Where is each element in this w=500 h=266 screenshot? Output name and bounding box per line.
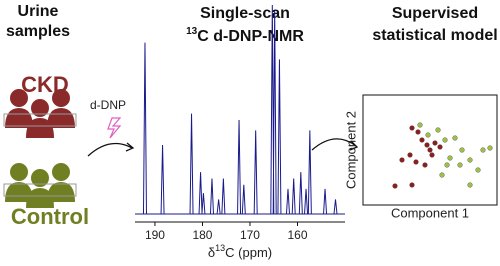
scatter-point bbox=[437, 144, 443, 150]
peak bbox=[272, 11, 277, 215]
scatter-point bbox=[442, 137, 448, 143]
scatter-point bbox=[457, 162, 463, 168]
scatter-xlabel: Component 1 bbox=[391, 205, 469, 220]
scatter-point bbox=[452, 135, 458, 141]
scatter-point bbox=[427, 147, 433, 153]
heading: statistical model bbox=[372, 27, 497, 44]
heading: Urine bbox=[18, 3, 59, 20]
arrow bbox=[87, 142, 133, 157]
peak bbox=[285, 188, 290, 215]
group-label: CKD bbox=[21, 72, 69, 97]
scatter-ylabel: Component 2 bbox=[343, 111, 358, 189]
peak bbox=[201, 193, 206, 215]
peak bbox=[298, 172, 303, 215]
peak bbox=[198, 172, 203, 215]
heading: samples bbox=[6, 23, 70, 40]
peak bbox=[304, 188, 309, 215]
scatter-point bbox=[480, 147, 486, 153]
peak bbox=[323, 188, 328, 215]
scatter-point bbox=[424, 142, 430, 148]
peak bbox=[277, 59, 282, 215]
scatter-point bbox=[413, 159, 419, 165]
heading: Single-scan bbox=[200, 5, 290, 22]
group-label: Control bbox=[11, 204, 89, 229]
scatter-point bbox=[399, 157, 405, 163]
scatter-point bbox=[415, 129, 421, 135]
scatter-point bbox=[422, 162, 428, 168]
scatter-point bbox=[417, 122, 423, 128]
peak bbox=[291, 178, 296, 215]
heading: Supervised bbox=[392, 5, 478, 22]
scatter-point bbox=[435, 127, 441, 133]
peak bbox=[216, 199, 221, 215]
x-tick-label: 180 bbox=[192, 228, 212, 242]
spectrum-xlabel: δ13C (ppm) bbox=[208, 243, 272, 260]
peak bbox=[160, 145, 165, 215]
peak bbox=[333, 199, 338, 215]
scatter-point bbox=[409, 125, 415, 131]
scatter-point bbox=[459, 147, 465, 153]
scatter-point bbox=[467, 157, 473, 163]
x-tick-label: 170 bbox=[240, 228, 260, 242]
scatter-point bbox=[429, 152, 435, 158]
scatter-point bbox=[475, 167, 481, 173]
arrowhead bbox=[349, 140, 359, 151]
peak bbox=[209, 178, 214, 215]
step-label: d-DNP bbox=[90, 98, 126, 112]
scatter-point bbox=[409, 182, 415, 188]
peak bbox=[237, 119, 242, 215]
scatter-frame bbox=[362, 94, 498, 206]
bench bbox=[3, 113, 77, 127]
scatter-point bbox=[487, 145, 493, 151]
label-text: δ bbox=[208, 245, 215, 260]
peak bbox=[307, 130, 312, 215]
scatter-point bbox=[419, 137, 425, 143]
scatter-point bbox=[392, 183, 398, 189]
lightning-icon bbox=[107, 117, 122, 139]
scatter-point bbox=[407, 152, 413, 158]
bench bbox=[3, 183, 77, 197]
peak bbox=[189, 113, 194, 215]
scatter-point bbox=[444, 162, 450, 168]
peak bbox=[253, 130, 258, 215]
heading-text: C d-DNP-NMR bbox=[197, 28, 304, 45]
superscript: 13 bbox=[215, 243, 225, 253]
heading: 13C d-DNP-NMR bbox=[186, 26, 304, 46]
control-people bbox=[5, 163, 75, 208]
superscript: 13 bbox=[186, 26, 198, 37]
x-tick-label: 160 bbox=[287, 228, 307, 242]
peak bbox=[142, 42, 147, 215]
peak bbox=[241, 184, 246, 215]
scatter-point bbox=[425, 132, 431, 138]
peak bbox=[221, 178, 226, 215]
arrowhead bbox=[125, 142, 135, 152]
x-tick-label: 190 bbox=[145, 228, 165, 242]
scatter-point bbox=[432, 140, 438, 146]
scatter-point bbox=[439, 172, 445, 178]
scatter-point bbox=[467, 182, 473, 188]
label-text: C (ppm) bbox=[225, 245, 272, 260]
arrow bbox=[311, 138, 357, 151]
scatter-point bbox=[447, 155, 453, 161]
